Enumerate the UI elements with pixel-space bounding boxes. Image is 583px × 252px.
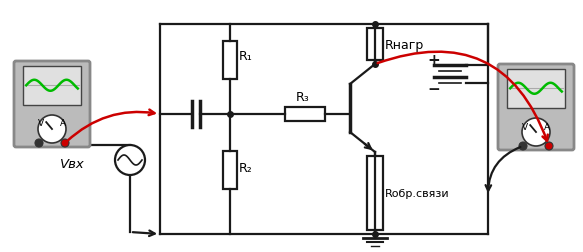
Bar: [367, 29, 383, 61]
Circle shape: [519, 142, 527, 150]
Text: A: A: [544, 122, 550, 131]
Circle shape: [61, 139, 69, 147]
Bar: [223, 42, 237, 80]
Text: R₁: R₁: [239, 49, 253, 62]
Circle shape: [115, 145, 145, 175]
Text: Vвх: Vвх: [59, 158, 85, 171]
Text: Rобр.связи: Rобр.связи: [385, 188, 449, 198]
Text: R₂: R₂: [239, 162, 253, 175]
Text: +: +: [427, 52, 440, 67]
Bar: [367, 156, 383, 230]
Bar: [223, 151, 237, 189]
Circle shape: [545, 142, 553, 150]
Text: R₃: R₃: [296, 91, 310, 104]
Text: −: −: [427, 82, 440, 97]
Text: Rнагр: Rнагр: [385, 38, 424, 51]
Bar: [507, 70, 565, 108]
FancyBboxPatch shape: [14, 62, 90, 147]
FancyBboxPatch shape: [498, 65, 574, 150]
Text: A: A: [60, 119, 66, 128]
Circle shape: [35, 139, 43, 147]
Circle shape: [38, 115, 66, 143]
Circle shape: [522, 118, 550, 146]
Text: V: V: [38, 119, 44, 128]
Bar: [285, 108, 325, 121]
Bar: [23, 67, 81, 105]
Text: V: V: [522, 122, 528, 131]
